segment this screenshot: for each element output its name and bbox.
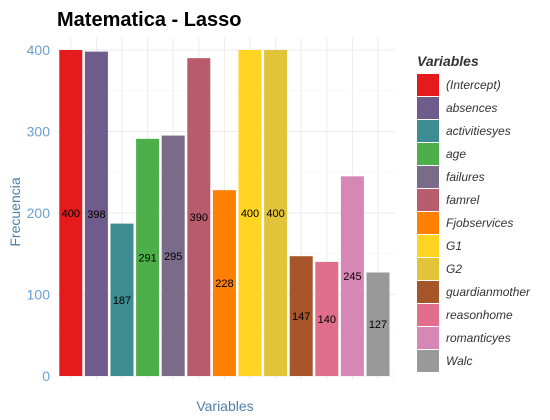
x-axis-title: Variables (196, 398, 253, 414)
bar (161, 135, 185, 376)
data-label: 400 (62, 208, 80, 220)
legend-title: Variables (417, 53, 479, 69)
bar (110, 223, 134, 376)
data-label: 295 (164, 251, 182, 263)
legend-label: age (446, 147, 466, 161)
data-label: 228 (215, 278, 233, 290)
data-label: 147 (292, 311, 310, 323)
legend: Variables (Intercept) absences activitiesy… (417, 53, 531, 372)
legend-label: failures (446, 170, 485, 184)
legend-label: reasonhome (446, 308, 513, 322)
y-tick-label: 0 (42, 368, 50, 384)
data-label: 400 (266, 208, 284, 220)
legend-label: guardianmother (446, 285, 531, 299)
y-tick-label: 200 (27, 205, 51, 221)
y-tick-label: 100 (27, 287, 51, 303)
legend-key (417, 189, 439, 211)
bar (136, 138, 160, 376)
legend-label: famrel (446, 193, 480, 207)
data-label: 245 (343, 271, 361, 283)
data-label: 127 (369, 319, 387, 331)
bar (212, 190, 236, 376)
y-tick-label: 300 (27, 124, 51, 140)
bars (59, 50, 390, 377)
legend-label: G2 (446, 262, 462, 276)
legend-label: Walc (446, 354, 472, 368)
bar (187, 58, 211, 377)
legend-key (417, 235, 439, 257)
legend-key (417, 74, 439, 96)
legend-key (417, 350, 439, 372)
legend-key (417, 258, 439, 280)
bar (84, 51, 108, 376)
legend-label: absences (446, 101, 497, 115)
legend-label: activitiesyes (446, 124, 511, 138)
legend-key (417, 166, 439, 188)
data-label: 140 (318, 314, 336, 326)
data-label: 400 (241, 208, 259, 220)
legend-label: (Intercept) (446, 78, 501, 92)
data-label: 291 (138, 252, 156, 264)
legend-key (417, 97, 439, 119)
legend-label: Fjobservices (446, 216, 513, 230)
legend-label: romanticyes (446, 331, 511, 345)
bar (264, 50, 288, 376)
bar (315, 261, 339, 376)
chart-title: Matematica - Lasso (57, 9, 242, 31)
bar (238, 50, 262, 376)
data-label: 390 (190, 212, 208, 224)
legend-key (417, 281, 439, 303)
data-label: 187 (113, 295, 131, 307)
legend-key (417, 304, 439, 326)
legend-key (417, 212, 439, 234)
data-labels: 400 398 187 291 295 390 228 400 400 147 140 245 127 (62, 208, 388, 331)
bar (340, 176, 364, 376)
legend-label: G1 (446, 239, 462, 253)
legend-key (417, 120, 439, 142)
legend-key (417, 327, 439, 349)
y-axis-title: Frecuencia (7, 177, 23, 246)
legend-key (417, 143, 439, 165)
bar (59, 50, 83, 376)
y-tick-label: 400 (27, 42, 51, 58)
bar (289, 256, 313, 376)
y-axis-ticks: 0 100 200 300 400 (27, 42, 51, 384)
data-label: 398 (87, 209, 105, 221)
bar (366, 272, 390, 376)
